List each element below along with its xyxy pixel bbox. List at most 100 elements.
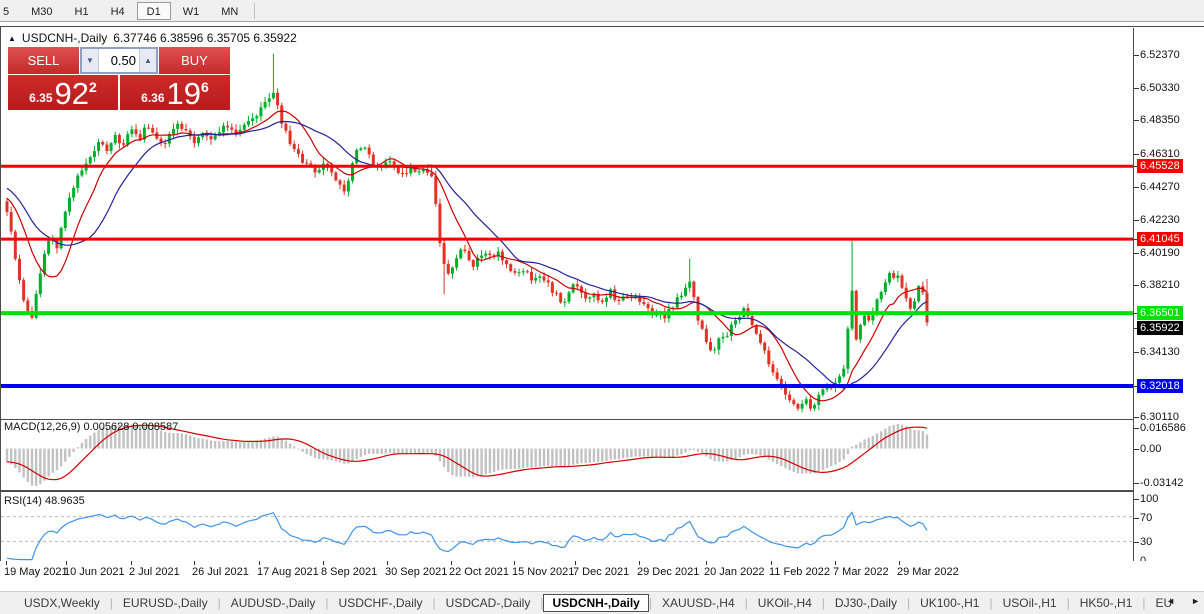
date-label: 15 Nov 2021 bbox=[512, 566, 575, 578]
axis-tick bbox=[1134, 328, 1139, 329]
tab-usoil-h1[interactable]: USOil-,H1 bbox=[1002, 596, 1057, 610]
sell-price-box[interactable]: 6.35 92 2 bbox=[8, 75, 118, 110]
axis-tick bbox=[1134, 55, 1139, 56]
symbol-tab-bar: USDX,Weekly | EURUSD-,Daily | AUDUSD-,Daily |… bbox=[0, 591, 1204, 614]
axis-label: 6.42230 bbox=[1140, 214, 1180, 226]
date-label: 29 Dec 2021 bbox=[637, 566, 700, 578]
axis-tick bbox=[1134, 187, 1139, 188]
axis-tick bbox=[1134, 499, 1139, 500]
date-tick bbox=[259, 561, 260, 565]
sell-price-main: 92 bbox=[54, 76, 90, 111]
axis-tick bbox=[1134, 166, 1139, 167]
tab-separator: | bbox=[432, 596, 436, 610]
date-label: 26 Jul 2021 bbox=[192, 566, 249, 578]
buy-price-main: 19 bbox=[166, 76, 202, 111]
tab-separator: | bbox=[540, 596, 544, 610]
tab-separator: | bbox=[1142, 596, 1146, 610]
timeframe-button-h4[interactable]: H4 bbox=[110, 5, 125, 18]
buy-price-box[interactable]: 6.36 19 6 bbox=[120, 75, 230, 110]
timeframe-button-h1[interactable]: H1 bbox=[74, 5, 89, 18]
axis-label: 6.40190 bbox=[1140, 247, 1180, 259]
tab-eu[interactable]: EU bbox=[1155, 596, 1173, 610]
volume-increase-icon[interactable]: ▲ bbox=[139, 49, 156, 72]
macd-axis-label: 0.016586 bbox=[1140, 422, 1186, 434]
tab-usdcad-daily[interactable]: USDCAD-,Daily bbox=[445, 596, 531, 610]
date-tick bbox=[387, 561, 388, 565]
tab-separator: | bbox=[217, 596, 221, 610]
volume-input[interactable]: 0.50 bbox=[110, 53, 136, 68]
chart-ohlc-values: 6.37746 6.38596 6.35705 6.35922 bbox=[113, 31, 297, 45]
tab-separator: | bbox=[906, 596, 911, 610]
toolbar-separator bbox=[254, 2, 256, 19]
sell-price-pip: 2 bbox=[89, 79, 97, 95]
date-axis: 19 May 2021 10 Jun 2021 2 Jul 2021 26 Jul 2… bbox=[0, 561, 1204, 590]
timeframe-button-w1[interactable]: W1 bbox=[182, 5, 200, 18]
tab-separator: | bbox=[1066, 596, 1070, 610]
tab-eurusd-daily[interactable]: EURUSD-,Daily bbox=[122, 596, 208, 610]
chart-title: ▲ USDCNH-,Daily 6.37746 6.38596 6.35705 … bbox=[8, 31, 297, 45]
timeframe-button-d1[interactable]: D1 bbox=[136, 1, 171, 20]
collapse-panel-icon[interactable]: ▲ bbox=[8, 33, 16, 43]
axis-tick bbox=[1134, 428, 1139, 429]
axis-label: 6.52370 bbox=[1140, 49, 1180, 61]
date-tick bbox=[66, 561, 67, 565]
rsi-pane[interactable] bbox=[1, 492, 1133, 561]
axis-tick bbox=[1134, 417, 1139, 418]
tab-hk50-h1[interactable]: HK50-,H1 bbox=[1079, 596, 1133, 610]
timeframe-toolbar: 5 M30 H1 H4 D1 W1 MN bbox=[0, 0, 1204, 22]
axis-tick bbox=[1134, 386, 1139, 387]
pane-separator[interactable] bbox=[1, 490, 1204, 492]
chart-window: 6.52370 6.50330 6.48350 6.46310 6.44270 6.422… bbox=[0, 26, 1204, 567]
hline-price-label: 6.45528 bbox=[1137, 159, 1183, 173]
tab-usdcnh-daily[interactable]: USDCNH-,Daily bbox=[543, 594, 649, 612]
tab-uk100-h1[interactable]: UK100-,H1 bbox=[920, 596, 980, 610]
buy-price-prefix: 6.36 bbox=[141, 91, 165, 105]
axis-label: 6.46310 bbox=[1140, 148, 1180, 160]
axis-label: 6.30110 bbox=[1140, 411, 1179, 423]
hline-price-label: 6.36501 bbox=[1137, 306, 1183, 320]
axis-tick bbox=[1134, 88, 1139, 89]
date-label: 29 Mar 2022 bbox=[897, 566, 959, 578]
sell-button[interactable]: SELL bbox=[8, 47, 80, 74]
axis-label: 6.38210 bbox=[1140, 279, 1180, 291]
axis-tick bbox=[1134, 449, 1139, 450]
tab-xauusd-h4[interactable]: XAUUSD-,H4 bbox=[661, 596, 735, 610]
timeframe-button-5[interactable]: 5 bbox=[3, 5, 10, 18]
tab-scroll-left-icon[interactable]: ◄ bbox=[1166, 596, 1176, 606]
tab-usdchf-daily[interactable]: USDCHF-,Daily bbox=[338, 596, 423, 610]
axis-label: 6.50330 bbox=[1140, 82, 1180, 94]
date-label: 7 Mar 2022 bbox=[833, 566, 889, 578]
current-price-label: 6.35922 bbox=[1137, 321, 1183, 335]
buy-button[interactable]: BUY bbox=[158, 47, 230, 74]
date-label: 7 Dec 2021 bbox=[573, 566, 630, 578]
volume-decrease-icon[interactable]: ▼ bbox=[82, 49, 99, 72]
date-label: 8 Sep 2021 bbox=[321, 566, 378, 578]
macd-pane[interactable] bbox=[1, 420, 1133, 490]
date-label: 10 Jun 2021 bbox=[64, 566, 125, 578]
date-label: 17 Aug 2021 bbox=[257, 566, 319, 578]
axis-tick bbox=[1134, 253, 1139, 254]
date-label: 22 Oct 2021 bbox=[449, 566, 509, 578]
axis-tick bbox=[1134, 352, 1139, 353]
tab-audusd-daily[interactable]: AUDUSD-,Daily bbox=[230, 596, 316, 610]
timeframe-button-m30[interactable]: M30 bbox=[31, 5, 53, 18]
date-label: 2 Jul 2021 bbox=[129, 566, 180, 578]
tab-ukoil-h4[interactable]: UKOil-,H4 bbox=[757, 596, 812, 610]
volume-stepper: ▼ 0.50 ▲ bbox=[80, 47, 158, 74]
axis-label: 6.48350 bbox=[1140, 114, 1180, 126]
tab-dj30-daily[interactable]: DJ30-,Daily bbox=[834, 596, 897, 610]
timeframe-button-mn[interactable]: MN bbox=[221, 5, 239, 18]
date-tick bbox=[899, 561, 900, 565]
date-tick bbox=[835, 561, 836, 565]
axis-label: 6.44270 bbox=[1140, 181, 1180, 193]
tab-scroll-right-icon[interactable]: ► bbox=[1191, 596, 1200, 606]
date-tick bbox=[451, 561, 452, 565]
chart-symbol-period: USDCNH-,Daily bbox=[21, 31, 108, 45]
date-tick bbox=[771, 561, 772, 565]
date-tick bbox=[194, 561, 195, 565]
date-tick bbox=[131, 561, 132, 565]
date-tick bbox=[706, 561, 707, 565]
tab-usdx-weekly[interactable]: USDX,Weekly bbox=[24, 596, 100, 610]
tab-separator: | bbox=[109, 596, 113, 610]
